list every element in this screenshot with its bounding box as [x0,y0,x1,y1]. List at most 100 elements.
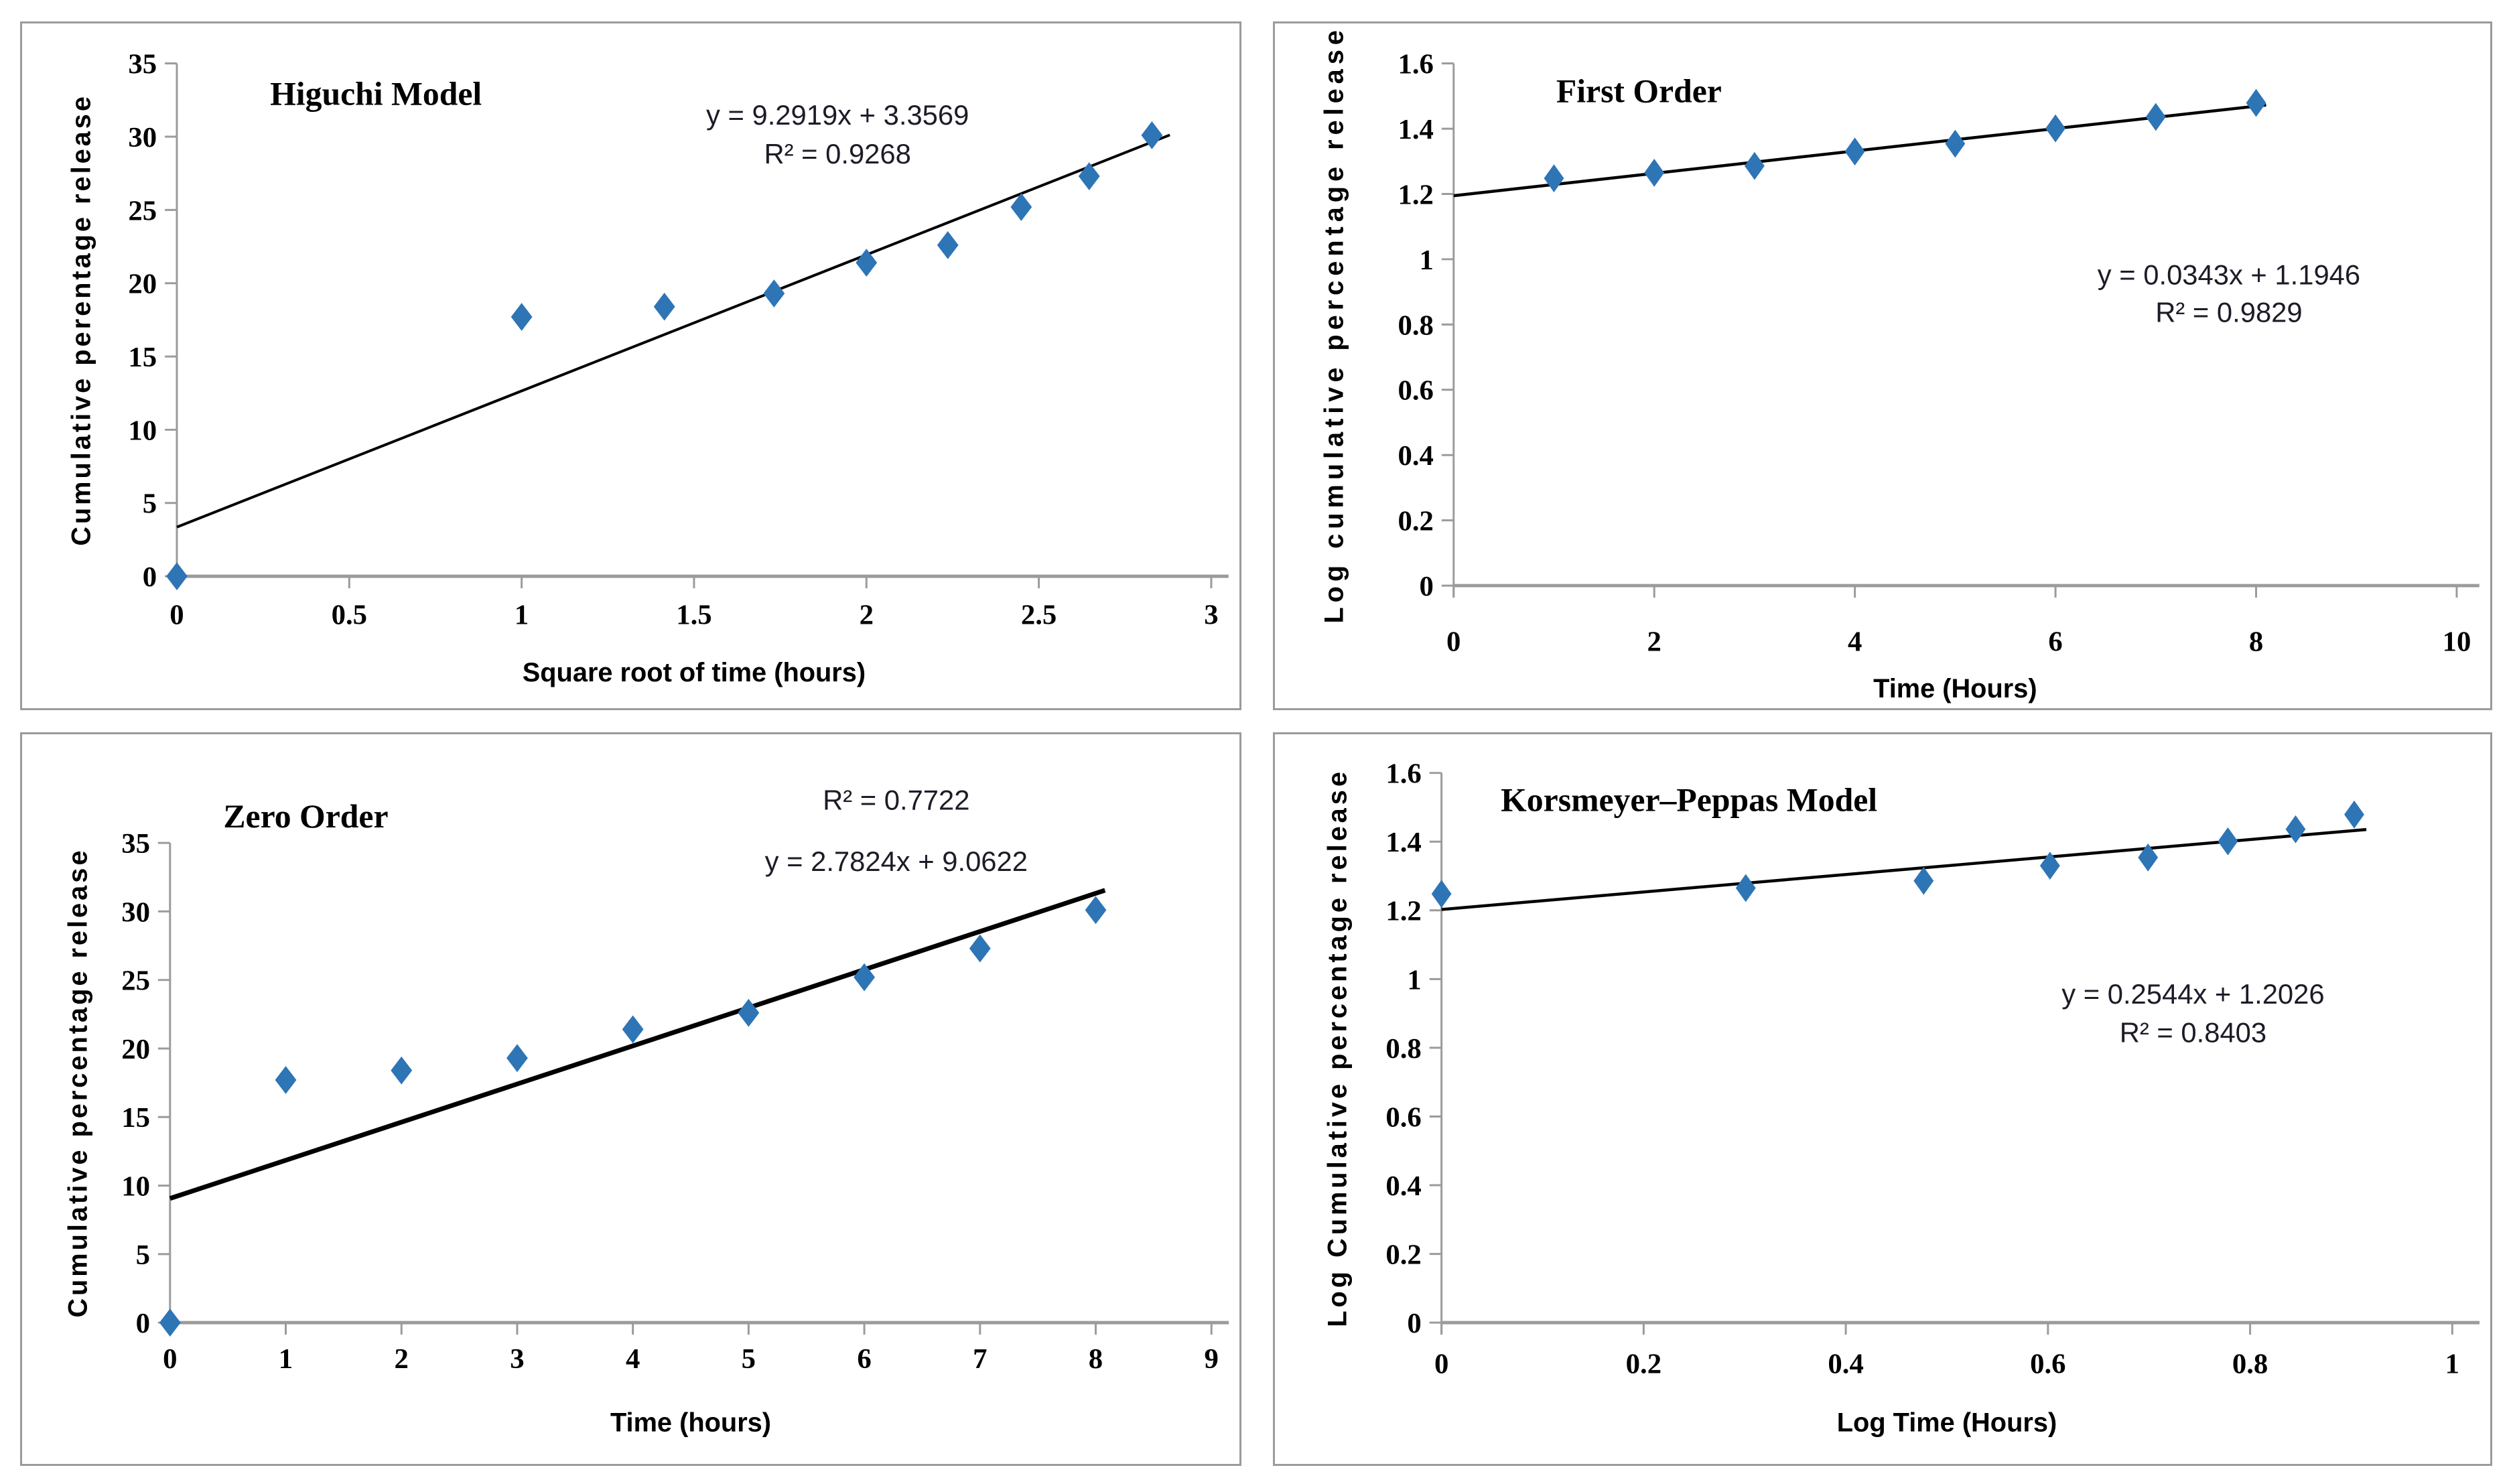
x-tick-label: 0 [1434,1349,1448,1380]
chart-panel-first-order: 0 2 4 6 8 10 0 0.2 0.4 0.6 0.8 1 1.2 1.4 1.6 Time (Hour… [1273,21,2492,710]
y-tick-label: 20 [128,269,157,300]
x-tick-label: 2.5 [1021,600,1057,631]
x-tick-label: 0 [169,600,184,631]
x-tick-label: 5 [742,1343,756,1375]
y-tick-label: 0.6 [1385,1101,1421,1133]
y-tick-label: 10 [121,1170,150,1202]
x-tick-label: 7 [973,1343,987,1375]
data-point-marker [1010,193,1032,221]
data-point-marker [1745,151,1765,180]
x-tick-label: 1 [2445,1349,2459,1380]
data-point-marker [1913,866,1934,895]
x-axis-label: Time (hours) [610,1408,771,1437]
x-tick-label: 8 [2249,626,2263,658]
x-tick-label: 8 [1089,1343,1103,1375]
data-point-marker [738,998,760,1027]
data-point-marker [2145,103,2166,131]
y-tick-label: 30 [128,122,157,153]
x-tick-label: 6 [2048,626,2062,658]
x-tick-label: 2 [395,1343,409,1375]
data-point-marker [511,303,533,331]
trendline [169,888,1106,1201]
data-point-marker [2045,114,2065,143]
data-point-marker [1085,896,1107,925]
y-tick-label: 5 [143,488,157,520]
y-tick-label: 1.4 [1398,114,1434,145]
y-tick-label: 1.4 [1385,827,1421,858]
chart-title: Higuchi Model [270,75,482,112]
chart-panel-higuchi-model: 0 0.5 1 1.5 2 2.5 3 0 5 10 15 20 25 30 35 Square root o… [20,21,1241,710]
data-point-marker [1544,164,1564,193]
trendline-equation: y = 0.0343x + 1.1946 [2098,259,2360,291]
y-tick-label: 1.6 [1398,49,1434,80]
trendline-equation: y = 0.2544x + 1.2026 [2061,978,2324,1010]
x-tick-label: 2 [1647,626,1661,658]
y-tick-label: 35 [128,49,157,80]
y-tick-label: 1 [1420,245,1434,276]
x-tick-label: 9 [1205,1343,1219,1375]
y-axis-label: Cumulative perentage release [67,94,96,546]
y-tick-label: 15 [121,1102,150,1134]
y-tick-label: 0 [1420,571,1434,602]
r-squared-value: R² = 0.8403 [2120,1016,2266,1048]
data-point-marker [2285,815,2306,844]
y-tick-label: 0.4 [1398,440,1434,472]
data-point-marker [1431,880,1452,908]
data-point-marker [1844,137,1865,166]
data-point-marker [275,1066,297,1094]
y-tick-label: 1 [1407,964,1421,996]
x-tick-label: 3 [1204,600,1218,631]
y-tick-label: 30 [121,896,150,928]
data-point-marker [763,279,785,308]
x-tick-label: 6 [857,1343,871,1375]
chart-canvas: 0 1 2 3 4 5 6 7 8 9 0 5 10 15 20 25 30 35 Time (hours) Cumu… [63,784,1229,1437]
data-point-marker [653,292,675,321]
x-tick-label: 2 [860,600,874,631]
y-tick-label: 0.4 [1385,1170,1421,1202]
x-tick-label: 0.8 [2232,1349,2268,1380]
y-tick-label: 0 [1407,1308,1421,1339]
data-point-marker [1078,162,1100,190]
data-point-marker [856,249,878,277]
data-point-marker [1644,158,1665,187]
data-point-marker [1141,121,1163,149]
x-tick-label: 1.5 [676,600,711,631]
x-tick-label: 1 [279,1343,293,1375]
y-tick-label: 25 [121,965,150,997]
data-point-marker [2344,800,2364,829]
data-point-marker [159,1308,181,1337]
x-tick-label: 4 [1848,626,1862,658]
data-point-marker [937,230,959,259]
chart-canvas: 0 2 4 6 8 10 0 0.2 0.4 0.6 0.8 1 1.2 1.4 1.6 Time (Hour… [1320,25,2480,703]
x-tick-label: 4 [626,1343,640,1375]
y-tick-label: 0 [136,1308,150,1339]
data-point-marker [2039,852,2060,880]
y-tick-label: 0.8 [1398,310,1434,341]
chart-title: Zero Order [223,798,388,835]
y-tick-label: 15 [128,342,157,373]
y-axis-label: Cumulative percentage release [63,848,92,1318]
data-point-marker [391,1056,413,1085]
chart-title: First Order [1556,72,1722,109]
data-point-marker [2138,843,2159,872]
x-axis-label: Time (Hours) [1873,674,2037,703]
x-tick-label: 10 [2443,626,2471,658]
y-axis-label: Log cumulative percentage release [1320,25,1349,623]
r-squared-value: R² = 0.9829 [2155,296,2302,328]
x-axis-label: Log Time (Hours) [1837,1408,2057,1437]
chart-panel-korsmeyer-peppas: 0 0.2 0.4 0.6 0.8 1 0 0.2 0.4 0.6 0.8 1 1.2 1.4 1.6 Log… [1273,732,2492,1466]
data-point-marker [506,1044,528,1073]
y-axis-label: Log Cumulative percentage release [1322,768,1352,1327]
chart-panel-zero-order: 0 1 2 3 4 5 6 7 8 9 0 5 10 15 20 25 30 35 Time (hours) Cumu… [20,732,1241,1466]
y-tick-label: 0.2 [1385,1239,1421,1271]
trendline-equation: y = 9.2919x + 3.3569 [706,99,969,131]
r-squared-value: R² = 0.7722 [823,784,969,815]
y-tick-label: 5 [136,1239,150,1271]
x-tick-label: 3 [510,1343,524,1375]
r-squared-value: R² = 0.9268 [764,138,911,170]
data-point-marker [622,1015,644,1044]
y-tick-label: 0.8 [1385,1033,1421,1065]
x-tick-label: 0.4 [1828,1349,1863,1380]
trendline [1441,827,2367,911]
y-tick-label: 0 [143,561,157,593]
